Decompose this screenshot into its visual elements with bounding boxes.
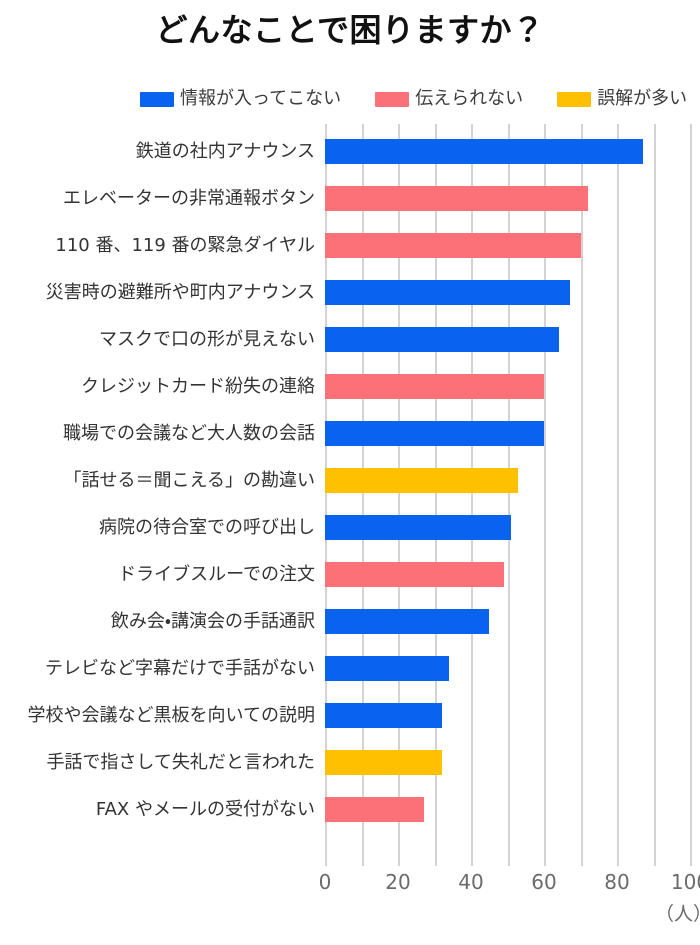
bar[interactable] [325,374,544,399]
legend-swatch-icon-many-misunderstandings [557,91,592,107]
category-label: 職場での会議など大人数の会話 [63,423,315,444]
bar[interactable] [325,139,643,164]
legend-label: 誤解が多い [597,88,688,109]
x-tick-label: 100 [670,870,700,894]
bar-row: 手話で指さして失礼だと言われた [0,739,700,786]
category-label: 学校や会議など黒板を向いての説明 [27,705,315,726]
bar-row: 災害時の避難所や町内アナウンス [0,269,700,316]
legend-swatch-icon-no-info [140,91,174,107]
bar-row: ドライブスルーでの注文 [0,551,700,598]
category-label: 鉄道の社内アナウンス [135,141,315,162]
category-label: テレビなど字幕だけで手話がない [45,658,315,679]
bar[interactable] [325,656,450,681]
legend-item-many-misunderstandings[interactable]: 誤解が多い [557,89,687,109]
bar[interactable] [325,421,544,446]
legend-label: 伝えられない [415,88,524,109]
bar[interactable] [325,280,570,305]
legend-item-no-info[interactable]: 情報が入ってこない [140,89,341,109]
bar-row: 職場での会議など大人数の会話 [0,410,700,457]
x-axis-unit-label: （人） [655,903,700,925]
bar-row: FAX やメールの受付がない [0,786,700,833]
bar[interactable] [325,186,588,211]
category-label: クレジットカード紛失の連絡 [81,376,315,397]
bar-row: マスクで口の形が見えない [0,316,700,363]
category-label: 病院の待合室での呼び出し [99,517,315,538]
category-label: エレベーターの非常通報ボタン [63,188,315,209]
bar[interactable] [325,797,424,822]
category-label: マスクで口の形が見えない [99,329,315,350]
bar-row: 鉄道の社内アナウンス [0,128,700,175]
bar-row: エレベーターの非常通報ボタン [0,175,700,222]
x-tick-label: 80 [604,870,630,894]
bar[interactable] [325,750,442,775]
x-tick-label: 40 [458,870,484,894]
bar[interactable] [325,609,490,634]
legend-item-cannot-convey[interactable]: 伝えられない [375,89,523,109]
legend-swatch-icon-cannot-convey [375,91,410,107]
bar-row: 飲み会・講演会の手話通訳 [0,598,700,645]
bar-row: 110 番、119 番の緊急ダイヤル [0,222,700,269]
bar-row: テレビなど字幕だけで手話がない [0,645,700,692]
plot-area: 鉄道の社内アナウンスエレベーターの非常通報ボタン 110 番、119 番の緊急ダイ… [0,124,700,869]
x-tick-label: 20 [385,870,411,894]
category-label: FAX やメールの受付がない [95,799,315,820]
bar[interactable] [325,562,504,587]
bar-row: 病院の待合室での呼び出し [0,504,700,551]
bar[interactable] [325,233,581,258]
category-label: 災害時の避難所や町内アナウンス [45,282,315,303]
category-label: 手話で指さして失礼だと言われた [46,752,315,773]
page-title: どんなことで困りますか？ [155,11,545,49]
x-axis: 0 20 40 60 80 100 [319,869,700,909]
bar-row: クレジットカード紛失の連絡 [0,363,700,410]
bar-rows: 鉄道の社内アナウンスエレベーターの非常通報ボタン 110 番、119 番の緊急ダイ… [0,124,700,866]
bar-row: 「話せる＝聞こえる」の勘違い [0,457,700,504]
bar[interactable] [325,515,512,540]
bar-row: 学校や会議など黒板を向いての説明 [0,692,700,739]
x-tick-label: 0 [318,870,332,894]
bar[interactable] [325,327,559,352]
category-label: 「話せる＝聞こえる」の勘違い [63,470,315,491]
bar[interactable] [325,703,442,728]
bar[interactable] [325,468,519,493]
category-label: ドライブスルーでの注文 [118,564,315,585]
chart-legend: 情報が入ってこない 伝えられない 誤解が多い [140,86,695,112]
x-tick-label: 60 [531,870,557,894]
category-label: 110 番、119 番の緊急ダイヤル [55,235,315,256]
category-label: 飲み会・講演会の手話通訳 [110,611,315,632]
legend-label: 情報が入ってこない [180,88,342,109]
